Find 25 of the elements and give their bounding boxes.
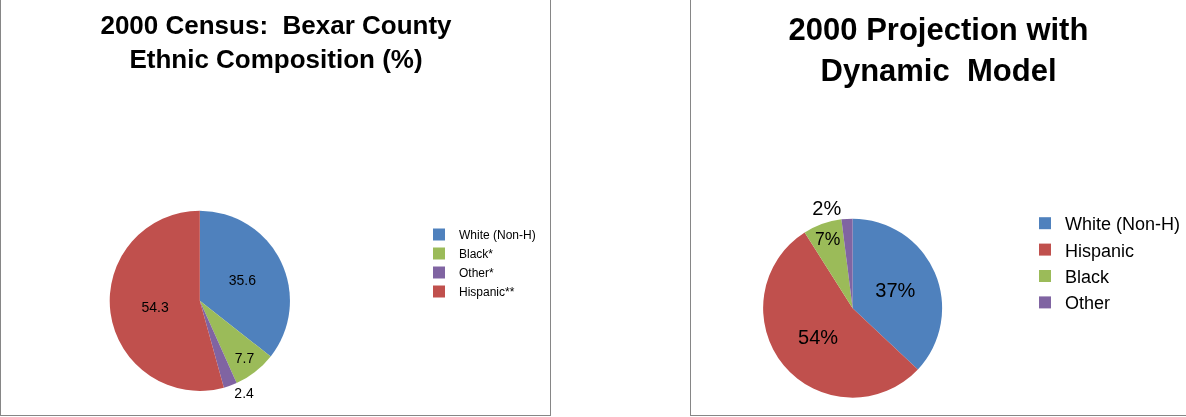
pie-slice bbox=[852, 218, 943, 370]
pie-slice bbox=[199, 300, 271, 384]
pie-slice bbox=[804, 219, 853, 309]
pie-slice bbox=[109, 210, 224, 391]
legend-label: White (Non-H) bbox=[1065, 214, 1181, 235]
legend-label: Black bbox=[1065, 267, 1111, 288]
legend-label: Hispanic** bbox=[459, 285, 515, 300]
chart-title: 2000 Projection with Dynamic Model bbox=[788, 12, 1089, 88]
legend-label: Other bbox=[1065, 293, 1111, 314]
legend-label: Other* bbox=[459, 266, 495, 281]
pie-slice bbox=[199, 300, 237, 388]
legend-label: Hispanic bbox=[1065, 240, 1135, 261]
data-label: 37% bbox=[875, 278, 916, 301]
data-label: 54.3 bbox=[141, 298, 169, 315]
pie-slice bbox=[763, 232, 918, 398]
data-label: 35.6 bbox=[228, 272, 257, 289]
chart-title: 2000 Census: Bexar County Ethnic Composition (%) bbox=[100, 9, 453, 74]
legend-label: White (Non-H) bbox=[459, 228, 536, 243]
data-label: 2.4 bbox=[234, 384, 255, 401]
data-label: 7.7 bbox=[234, 350, 255, 367]
pie-slice bbox=[841, 218, 853, 309]
data-label: 7% bbox=[814, 229, 841, 250]
data-label: 2% bbox=[812, 196, 842, 219]
legend-label: Black* bbox=[459, 247, 494, 262]
data-label: 54% bbox=[798, 325, 839, 348]
